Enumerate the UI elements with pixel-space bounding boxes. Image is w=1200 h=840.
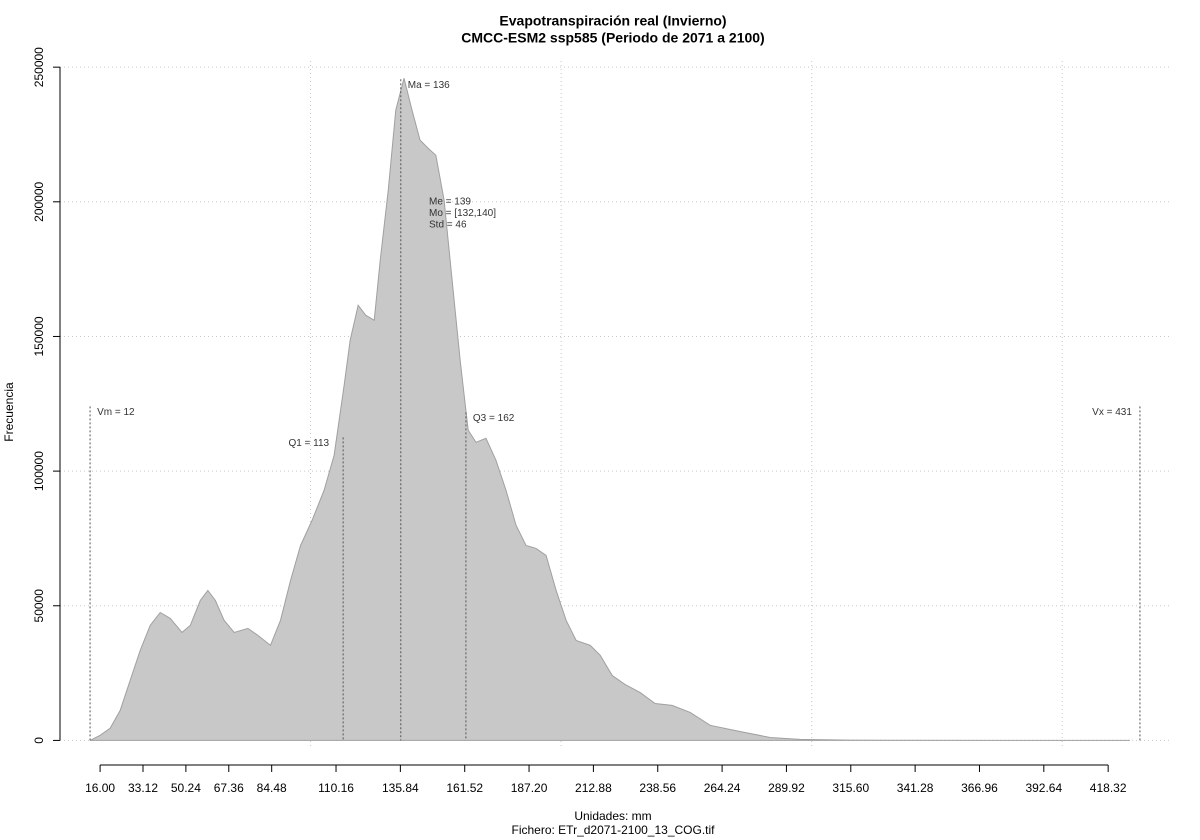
x-axis-label: Unidades: mm [574,809,651,823]
x-tick-label: 33.12 [128,781,158,795]
caption: Fichero: ETr_d2071-2100_13_COG.tif [512,823,716,837]
x-tick-label: 16.00 [85,781,115,795]
stat-note: Mo = [132,140] [429,208,496,219]
marker-label: Q3 = 162 [473,413,515,424]
marker-label: Vm = 12 [97,407,135,418]
x-tick-label: 110.16 [318,781,354,795]
chart-subtitle: CMCC-ESM2 ssp585 (Periodo de 2071 a 2100… [461,30,764,46]
marker-label: Ma = 136 [408,80,450,91]
marker-label: Q1 = 113 [288,438,329,449]
x-tick-label: 289.92 [768,781,805,795]
stat-note: Std = 46 [429,220,467,231]
stat-note: Me = 139 [429,197,471,208]
x-tick-label: 315.60 [832,781,869,795]
x-tick-label: 84.48 [257,781,287,795]
y-tick-label: 200000 [32,181,46,221]
x-tick-label: 67.36 [214,781,244,795]
y-tick-label: 150000 [32,316,46,356]
x-tick-label: 238.56 [639,781,676,795]
x-tick-label: 418.32 [1090,781,1127,795]
x-tick-label: 264.24 [704,781,741,795]
x-tick-label: 135.84 [382,781,419,795]
y-tick-label: 50000 [32,589,46,623]
marker-label: Vx = 431 [1092,407,1132,418]
x-tick-label: 341.28 [897,781,934,795]
x-tick-label: 366.96 [961,781,998,795]
area [89,78,1130,741]
x-tick-label: 392.64 [1025,781,1062,795]
y-tick-label: 250000 [32,47,46,87]
x-tick-label: 161.52 [446,781,483,795]
y-tick-label: 0 [32,737,46,744]
chart-title: Evapotranspiración real (Invierno) [499,13,726,29]
y-axis-label: Frecuencia [2,382,16,442]
x-tick-label: 187.20 [511,781,548,795]
x-tick-label: 212.88 [575,781,612,795]
x-tick-label: 50.24 [171,781,201,795]
y-tick-label: 100000 [32,451,46,491]
